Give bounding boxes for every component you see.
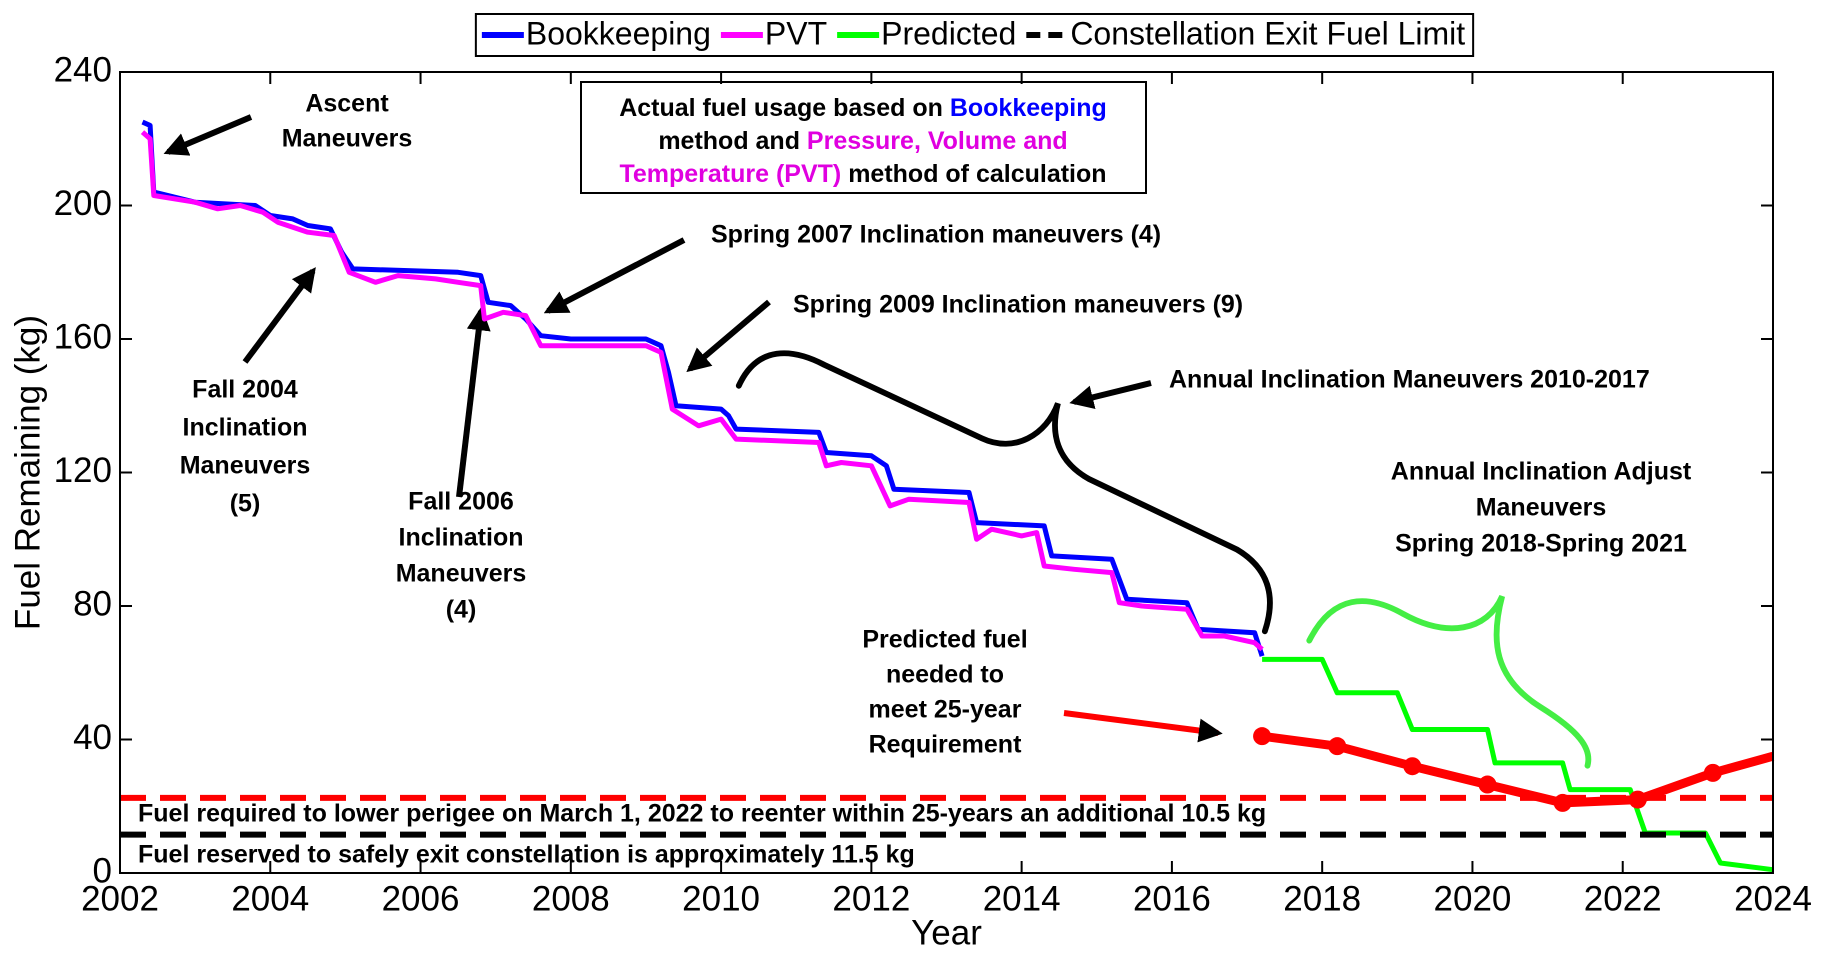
note-line: Actual fuel usage based on Bookkeeping xyxy=(619,94,1107,122)
legend-label: Bookkeeping xyxy=(526,15,711,51)
note-segment: method of calculation xyxy=(841,160,1106,188)
annotation: (5) xyxy=(230,490,261,518)
note-segment: Pressure, Volume and xyxy=(807,127,1068,155)
note-segment: Actual fuel usage based on xyxy=(619,94,950,122)
annotation: Maneuvers xyxy=(180,452,311,480)
x-tick-label: 2024 xyxy=(1734,879,1812,918)
annotation: Spring 2007 Inclination maneuvers (4) xyxy=(711,221,1161,249)
legend: Bookkeeping PVT Predicted Constellation Exi… xyxy=(474,13,1475,57)
legend-label: Predicted xyxy=(881,15,1016,51)
annotation: Predicted fuel xyxy=(862,626,1027,654)
note-line: Temperature (PVT) method of calculation xyxy=(619,160,1106,188)
x-tick-label: 2022 xyxy=(1584,879,1662,918)
legend-box xyxy=(474,13,1475,57)
green-brace xyxy=(1306,594,1592,769)
arrow xyxy=(1069,380,1152,410)
arrow xyxy=(242,267,316,364)
series-line xyxy=(141,119,1265,657)
y-tick-label: 80 xyxy=(73,584,112,623)
x-axis-label: Year xyxy=(911,913,982,952)
y-axis-label: Fuel Remaining (kg) xyxy=(8,315,47,630)
note-segment: Bookkeeping xyxy=(950,94,1107,122)
annotation: needed to xyxy=(886,661,1004,689)
arrow xyxy=(686,299,771,373)
x-tick-label: 2012 xyxy=(832,879,910,918)
note-segment: Temperature (PVT) xyxy=(619,160,841,188)
x-tick-label: 2016 xyxy=(1133,879,1211,918)
annotation: Ascent xyxy=(305,90,389,118)
annotation: Inclination xyxy=(399,524,524,552)
marker xyxy=(1703,763,1722,782)
line-label: Fuel required to lower perigee on March … xyxy=(138,800,1266,828)
annotation: (4) xyxy=(446,596,477,624)
annotation: Maneuvers xyxy=(1476,494,1607,522)
arrow xyxy=(456,306,491,498)
legend-label: Constellation Exit Fuel Limit xyxy=(1070,15,1465,51)
annotation: Spring 2009 Inclination maneuvers (9) xyxy=(793,291,1243,319)
annotation: Maneuvers xyxy=(396,560,527,588)
y-tick-label: 40 xyxy=(73,718,112,757)
annotation: Inclination xyxy=(183,414,308,442)
x-tick-label: 2006 xyxy=(382,879,460,918)
arrow xyxy=(163,114,253,156)
annotation: Fall 2006 xyxy=(408,488,514,516)
y-tick-label: 200 xyxy=(54,184,112,223)
marker xyxy=(1478,775,1497,794)
annotation: Annual Inclination Adjust xyxy=(1391,458,1692,486)
x-tick-label: 2018 xyxy=(1283,879,1361,918)
annotation: Requirement xyxy=(869,731,1022,759)
annotation: meet 25-year xyxy=(869,696,1022,724)
y-tick-label: 120 xyxy=(54,451,112,490)
x-tick-label: 2008 xyxy=(532,879,610,918)
annotation: Fall 2004 xyxy=(192,376,298,404)
annotation: Annual Inclination Maneuvers 2010-2017 xyxy=(1169,366,1650,394)
marker xyxy=(1253,727,1272,746)
black-brace xyxy=(735,350,1273,635)
marker xyxy=(1328,737,1347,756)
marker xyxy=(1403,757,1422,776)
arrow xyxy=(1063,710,1223,743)
x-tick-label: 2020 xyxy=(1434,879,1512,918)
legend-label: PVT xyxy=(765,15,827,51)
arrows xyxy=(163,114,1152,498)
y-tick-label: 0 xyxy=(93,851,112,890)
x-tick-label: 2014 xyxy=(983,879,1061,918)
note-line: method and Pressure, Volume and xyxy=(658,127,1067,155)
x-tick-label: 2004 xyxy=(231,879,309,918)
annotation: Spring 2018-Spring 2021 xyxy=(1395,530,1687,558)
braces xyxy=(735,350,1592,769)
y-tick-label: 160 xyxy=(54,317,112,356)
annotation: Maneuvers xyxy=(282,125,413,153)
line-label: Fuel reserved to safely exit constellati… xyxy=(138,841,915,869)
series-line xyxy=(1261,731,1775,808)
x-tick-label: 2010 xyxy=(682,879,760,918)
note-segment: method and xyxy=(658,127,807,155)
y-tick-label: 240 xyxy=(54,50,112,89)
arrow xyxy=(543,237,686,314)
series-line xyxy=(140,130,1264,652)
note-box xyxy=(580,81,1147,194)
x-tick-label: 2002 xyxy=(81,879,159,918)
